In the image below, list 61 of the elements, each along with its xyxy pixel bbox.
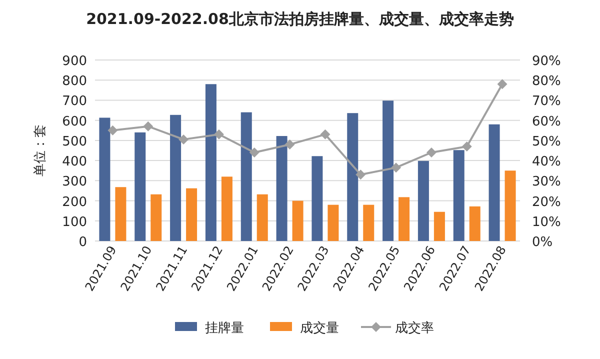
y2-tick-label: 50% xyxy=(532,134,561,150)
bar xyxy=(488,124,500,241)
bar xyxy=(115,187,126,241)
bar xyxy=(398,197,410,241)
y2-tick-label: 30% xyxy=(532,174,561,190)
y-tick-label: 300 xyxy=(62,174,87,190)
point xyxy=(178,134,189,144)
point xyxy=(249,148,260,158)
chart-title: 2021.09-2022.08北京市法拍房挂牌量、成交量、成交率走势 xyxy=(86,10,514,28)
legend-label: 成交率 xyxy=(395,320,434,336)
bar xyxy=(134,132,146,241)
bar xyxy=(170,114,182,241)
bar xyxy=(292,200,304,241)
legend-label: 成交量 xyxy=(300,320,339,336)
y2-tick-label: 40% xyxy=(532,154,561,170)
bar xyxy=(418,160,429,241)
point xyxy=(462,141,472,152)
point xyxy=(426,148,436,158)
y-tick-label: 100 xyxy=(62,214,87,230)
point xyxy=(108,125,118,136)
y2-tick-label: 0% xyxy=(532,235,553,250)
bar xyxy=(186,188,198,241)
bar xyxy=(150,194,162,241)
y-axis-title: 单位：套 xyxy=(33,124,48,176)
bar xyxy=(256,194,268,241)
y-tick-label: 0 xyxy=(78,235,87,250)
bar xyxy=(363,204,374,241)
y2-tick-label: 20% xyxy=(532,194,561,210)
bar xyxy=(205,84,216,241)
bar xyxy=(453,150,464,241)
bar xyxy=(312,156,323,241)
bar xyxy=(99,118,110,241)
y-tick-label: 800 xyxy=(62,74,87,90)
y-tick-label: 200 xyxy=(62,194,87,210)
bar xyxy=(434,212,445,241)
y-tick-label: 500 xyxy=(62,134,87,150)
point xyxy=(143,121,154,132)
bar xyxy=(504,170,516,241)
y2-tick-label: 60% xyxy=(532,114,561,130)
y-tick-label: 400 xyxy=(62,154,87,170)
y2-tick-label: 70% xyxy=(532,94,561,110)
y2-tick-label: 90% xyxy=(532,54,561,69)
point xyxy=(320,129,330,140)
y2-tick-label: 10% xyxy=(532,214,561,230)
y2-tick-label: 80% xyxy=(532,74,561,90)
bar xyxy=(469,206,480,241)
bar xyxy=(347,113,358,241)
legend-label: 挂牌量 xyxy=(205,321,244,336)
bar xyxy=(240,112,252,241)
point xyxy=(284,139,295,150)
bar xyxy=(382,100,394,241)
point xyxy=(391,162,402,173)
y-tick-label: 700 xyxy=(62,94,87,110)
bar xyxy=(276,136,288,241)
bar xyxy=(221,176,232,241)
y-tick-label: 900 xyxy=(62,54,87,69)
bar xyxy=(328,204,339,241)
point xyxy=(356,170,366,180)
point xyxy=(497,79,508,90)
point xyxy=(214,129,224,140)
y-tick-label: 600 xyxy=(62,114,87,130)
